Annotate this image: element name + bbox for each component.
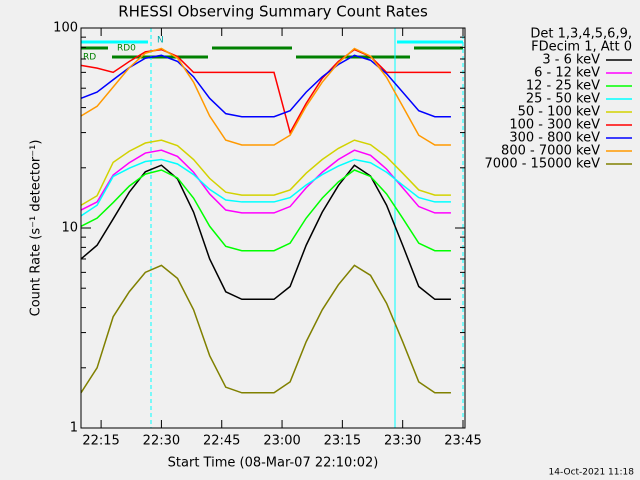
- legend-label: 25 - 50 keV: [526, 92, 600, 107]
- annotation: RD: [83, 53, 96, 63]
- x-axis-label: Start Time (08-Mar-07 22:10:02): [168, 456, 379, 471]
- y-tick-label: 1: [70, 421, 78, 436]
- legend-label: 7000 - 15000 keV: [485, 157, 601, 172]
- series-line: [80, 48, 451, 135]
- plot-frame: [80, 27, 466, 429]
- x-tick-label: 23:30: [384, 434, 421, 449]
- series-line: [80, 47, 451, 146]
- series-line: [80, 169, 451, 252]
- y-axis-label: Count Rate (s⁻¹ detector⁻¹): [29, 140, 44, 317]
- legend-label: 6 - 12 keV: [534, 66, 600, 81]
- legend-label: 800 - 7000 keV: [501, 144, 600, 159]
- x-tick-label: 23:00: [263, 434, 300, 449]
- legend-header: Det 1,3,4,5,6,9,: [530, 27, 632, 42]
- legend-label: 50 - 100 keV: [518, 105, 601, 120]
- annotation: RD0: [117, 44, 136, 54]
- x-tick-label: 23:45: [444, 434, 481, 449]
- legend-header: FDecim 1, Att 0: [531, 40, 632, 55]
- series-line: [80, 149, 451, 214]
- x-tick-label: 23:15: [324, 434, 361, 449]
- y-tick-label: 10: [61, 221, 78, 236]
- flag-bars: [80, 28, 464, 428]
- y-tick-label: 100: [53, 21, 78, 36]
- annotation: N: [157, 36, 164, 46]
- footer: 14-Oct-2021 11:18: [549, 468, 635, 478]
- series-line: [80, 139, 451, 206]
- x-tick-label: 22:45: [203, 434, 240, 449]
- legend-label: 300 - 800 keV: [509, 131, 600, 146]
- x-tick-label: 22:15: [82, 434, 119, 449]
- legend-label: 100 - 300 keV: [509, 118, 600, 133]
- series-line: [80, 264, 451, 394]
- series-line: [80, 158, 451, 217]
- legend-label: 12 - 25 keV: [526, 79, 600, 94]
- x-tick-label: 22:30: [143, 434, 180, 449]
- chart-title: RHESSI Observing Summary Count Rates: [118, 3, 428, 21]
- legend-label: 3 - 6 keV: [542, 53, 600, 68]
- series-line: [80, 54, 451, 118]
